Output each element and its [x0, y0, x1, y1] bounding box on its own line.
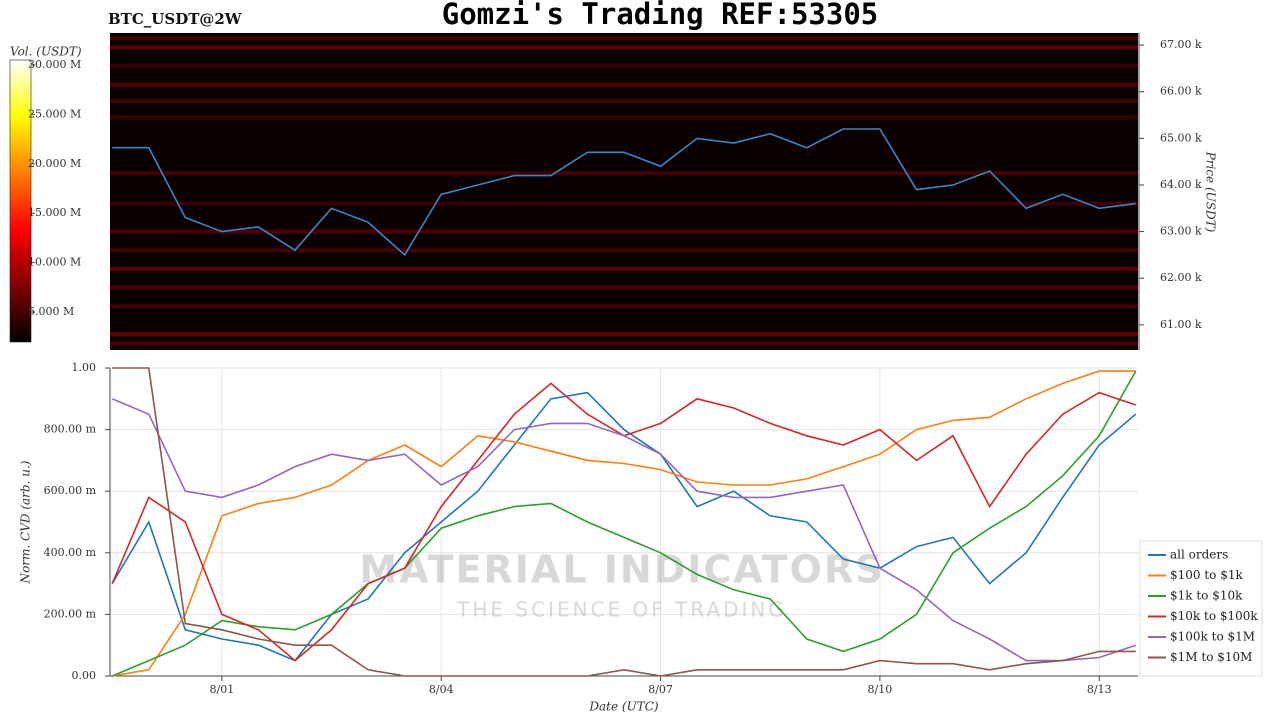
liquidity-level [110, 201, 1138, 206]
liquidity-level [110, 99, 1138, 104]
x-tick-label: 8/04 [429, 683, 454, 696]
liquidity-level [110, 229, 1138, 234]
legend-label: $10k to $100k [1170, 609, 1258, 623]
y-tick-label: 1.00 [72, 361, 97, 374]
colorbar-tick-label: 10.000 M [28, 256, 81, 269]
y-tick-label: 61.00 k [1160, 318, 1202, 331]
liquidity-level [110, 248, 1138, 253]
y-tick-label: 66.00 k [1160, 85, 1202, 98]
chart-title: BTC_USDT@2W [108, 10, 243, 28]
price-line [112, 128, 1136, 257]
legend-label: all orders [1170, 548, 1228, 562]
liquidity-level [110, 341, 1138, 346]
watermark: MATERIAL INDICATORS THE SCIENCE OF TRADIN… [359, 548, 884, 622]
watermark-subtitle: THE SCIENCE OF TRADING [456, 598, 787, 622]
legend-box [1139, 540, 1263, 677]
y-tick-label: 800.00 m [44, 423, 97, 436]
legend-label: $1k to $10k [1170, 589, 1243, 603]
liquidity-level [110, 332, 1138, 337]
y-tick-label: 63.00 k [1160, 225, 1202, 238]
y-tick-label: 0.00 [72, 669, 97, 682]
series-line [111, 391, 1137, 662]
legend-label: $1M to $10M [1170, 650, 1252, 664]
liquidity-level [110, 171, 1138, 176]
colorbar-tick-label: 20.000 M [28, 157, 81, 170]
legend-label: $100 to $1k [1170, 568, 1243, 582]
liquidity-level [110, 45, 1138, 50]
liquidity-level [110, 304, 1138, 309]
y-tick-label: 64.00 k [1160, 178, 1202, 191]
liquidity-level [110, 266, 1138, 271]
y-axis-label: Price (USDT) [1204, 151, 1218, 233]
y-tick-label: 67.00 k [1160, 38, 1202, 51]
colorbar-tick-label: 5.000 M [28, 305, 74, 318]
x-tick-label: 8/01 [210, 683, 235, 696]
y-axis-label: Norm. CVD (arb. u.) [19, 460, 33, 584]
series-line [111, 398, 1137, 662]
colorbar-tick-label: 30.000 M [28, 58, 81, 71]
series-line [111, 370, 1137, 677]
x-tick-label: 8/10 [868, 683, 893, 696]
liquidity-level [110, 82, 1138, 87]
colorbar-tick-label: 15.000 M [28, 206, 81, 219]
y-tick-label: 200.00 m [44, 607, 97, 620]
y-tick-label: 400.00 m [44, 546, 97, 559]
y-tick-label: 62.00 k [1160, 271, 1202, 284]
series-line [112, 370, 1136, 677]
liquidity-level [110, 115, 1138, 120]
x-tick-label: 8/13 [1087, 683, 1112, 696]
y-tick-label: 65.00 k [1160, 131, 1202, 144]
liquidity-level [110, 285, 1138, 290]
heatmap-background [110, 33, 1138, 350]
liquidity-level [110, 64, 1138, 69]
x-tick-label: 8/07 [648, 683, 673, 696]
watermark-title: MATERIAL INDICATORS [359, 548, 884, 592]
page-title: Gomzi's Trading REF:53305 [442, 0, 879, 31]
colorbar [9, 59, 32, 343]
colorbar-tick-label: 25.000 M [28, 107, 81, 120]
liquidity-level [110, 36, 1138, 41]
x-axis-label: Date (UTC) [588, 700, 658, 714]
colorbar-label: Vol. (USDT) [10, 45, 82, 59]
y-tick-label: 600.00 m [44, 484, 97, 497]
series-line [112, 367, 1136, 677]
legend-label: $100k to $1M [1170, 630, 1255, 644]
